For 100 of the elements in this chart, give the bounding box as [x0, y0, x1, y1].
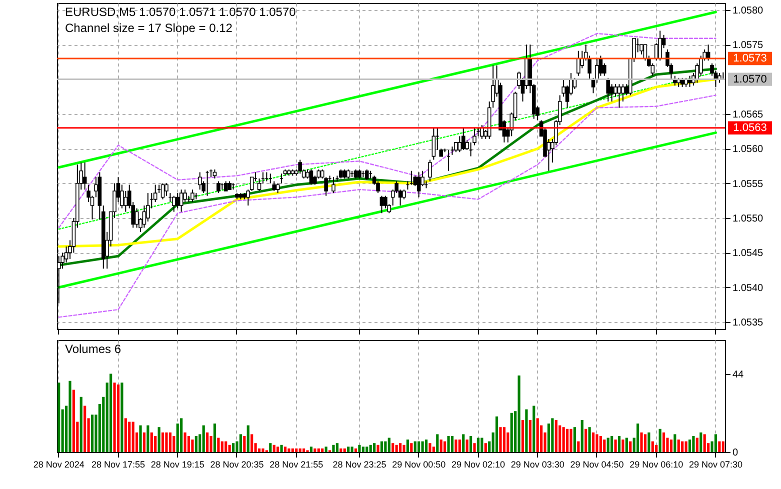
bar [622, 440, 624, 452]
bar [670, 440, 672, 452]
bar [269, 443, 272, 452]
bar [636, 424, 640, 452]
bar [384, 441, 387, 452]
bar [68, 380, 72, 452]
x-tick-label: 29 Nov 07:30 [688, 460, 742, 470]
bar [120, 382, 124, 452]
bar [688, 440, 692, 452]
candlestick [309, 168, 314, 186]
bar [336, 443, 338, 452]
bar [250, 434, 254, 452]
bar [58, 382, 60, 452]
bar [458, 440, 461, 452]
bar [473, 443, 476, 452]
candlestick [346, 168, 350, 179]
candlestick [176, 192, 180, 209]
candlestick [402, 189, 406, 200]
bar [220, 441, 224, 452]
bar [168, 432, 172, 452]
bar [376, 444, 380, 452]
candlestick [172, 195, 176, 212]
bar [554, 420, 558, 452]
bar [418, 441, 420, 452]
bar [184, 432, 186, 452]
bar [194, 436, 198, 452]
y-tick-label: 1.0565 [732, 109, 764, 120]
bar [610, 436, 614, 452]
bar [525, 409, 528, 452]
annotation: Channel size = 17 Slope = 0.12 [65, 21, 233, 35]
candlestick [82, 162, 87, 190]
bar [466, 440, 468, 452]
candlestick [606, 77, 610, 102]
bar [310, 446, 313, 452]
y-tick-label: 1.0580 [732, 5, 764, 16]
bar [284, 446, 287, 452]
candlestick [380, 195, 384, 214]
bar [291, 448, 294, 452]
bar [80, 396, 82, 452]
bar [350, 446, 354, 452]
bar [614, 440, 617, 452]
bar [700, 432, 702, 452]
bar [536, 418, 539, 452]
bar [551, 418, 554, 452]
x-tick-label: 28 Nov 21:55 [270, 460, 324, 470]
candlestick [164, 182, 168, 196]
bar [644, 434, 647, 452]
candlestick [339, 168, 343, 179]
bar [684, 441, 688, 452]
bar [288, 448, 290, 452]
bar [213, 424, 216, 452]
bar [674, 434, 676, 452]
bar [588, 427, 591, 452]
bar [606, 438, 610, 452]
candlestick [212, 168, 217, 179]
bar [210, 436, 212, 452]
bar [447, 436, 450, 452]
bar [510, 412, 513, 452]
bar [450, 436, 454, 452]
candlestick [224, 180, 228, 192]
x-tick-label: 29 Nov 00:50 [392, 460, 446, 470]
x-tick-label: 29 Nov 02:10 [451, 460, 505, 470]
bar [596, 434, 598, 452]
bar [592, 432, 595, 452]
bar [142, 432, 146, 452]
bar [440, 440, 442, 452]
candlestick [179, 189, 184, 212]
bar [146, 425, 150, 452]
bar [469, 436, 472, 452]
bar [692, 436, 695, 452]
candlestick [190, 189, 194, 203]
bar [718, 441, 721, 452]
bar [648, 432, 650, 452]
bar [217, 438, 220, 452]
bar [84, 406, 86, 452]
bar [343, 448, 346, 452]
bar [262, 448, 264, 452]
bar [317, 448, 320, 452]
candlestick [416, 172, 421, 198]
x-tick-label: 28 Nov 23:25 [332, 460, 386, 470]
x-tick-label: 29 Nov 03:30 [510, 460, 564, 470]
candlestick [461, 127, 466, 151]
bar [154, 436, 157, 452]
candlestick [658, 30, 662, 62]
bar [224, 441, 228, 452]
bar [618, 436, 621, 452]
y-tick-label: 1.0555 [732, 178, 764, 190]
bar [480, 438, 484, 452]
candlestick [216, 180, 220, 194]
bar [432, 446, 435, 452]
candlestick [183, 189, 187, 203]
candlestick [428, 159, 432, 182]
bar [380, 441, 384, 452]
bar [502, 427, 506, 452]
bar [206, 432, 209, 452]
bar [584, 428, 588, 452]
bar [369, 444, 372, 452]
bar [302, 448, 306, 452]
bar [421, 441, 424, 452]
y-tick-label: 1.0560 [732, 144, 764, 156]
